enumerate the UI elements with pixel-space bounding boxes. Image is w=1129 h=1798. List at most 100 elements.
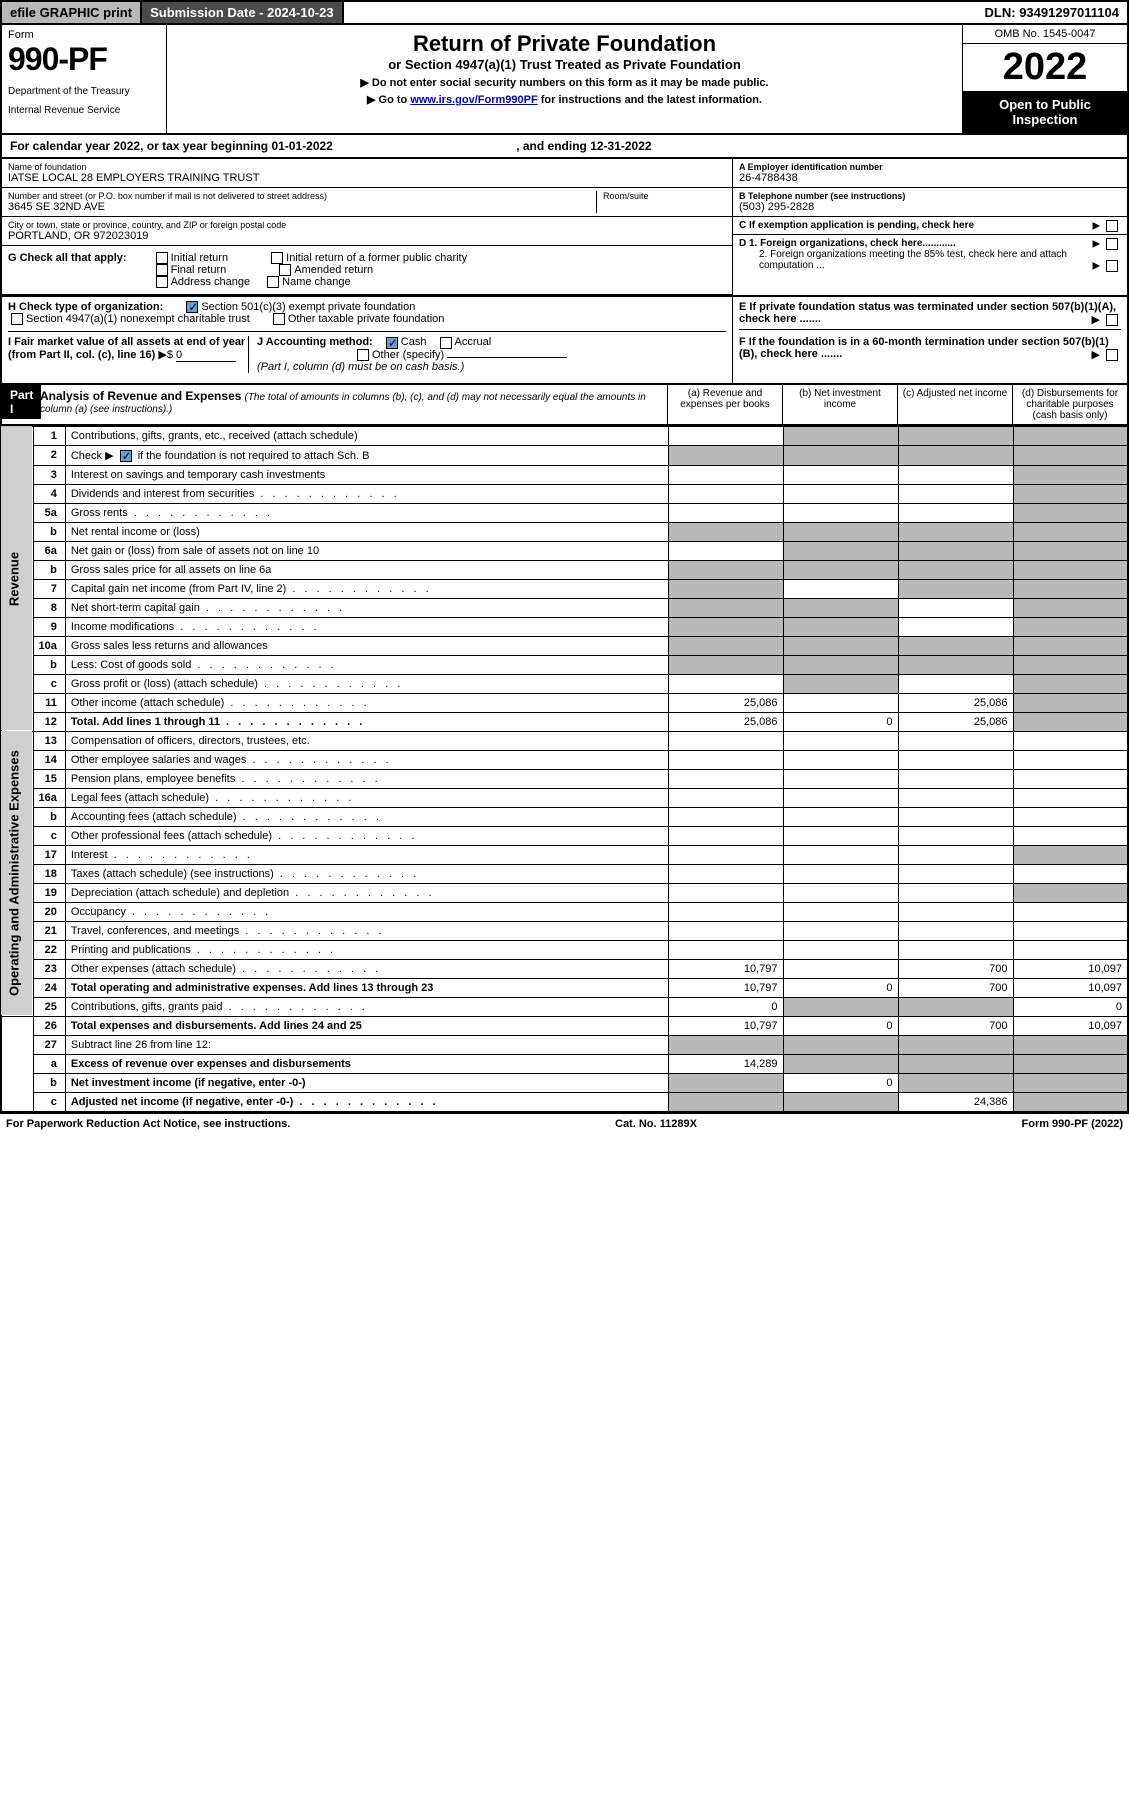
part1-table: Revenue 1Contributions, gifts, grants, e…: [0, 426, 1129, 1113]
table-row: 19Depreciation (attach schedule) and dep…: [1, 883, 1128, 902]
table-row: 15Pension plans, employee benefits: [1, 769, 1128, 788]
form-header: Form 990-PF Department of the Treasury I…: [0, 25, 1129, 135]
hij-section: H Check type of organization: Section 50…: [0, 297, 1129, 384]
top-bar: efile GRAPHIC print Submission Date - 20…: [0, 0, 1129, 25]
instr-goto: ▶ Go to www.irs.gov/Form990PF for instru…: [173, 93, 956, 106]
d1-checkbox[interactable]: [1106, 238, 1118, 250]
form-subtitle: or Section 4947(a)(1) Trust Treated as P…: [173, 57, 956, 72]
form-id-block: Form 990-PF Department of the Treasury I…: [2, 25, 167, 133]
table-row: 4Dividends and interest from securities: [1, 484, 1128, 503]
d-foreign-cell: D 1. Foreign organizations, check here..…: [733, 235, 1127, 274]
table-row: bNet rental income or (loss): [1, 522, 1128, 541]
col-c-header: (c) Adjusted net income: [897, 385, 1012, 424]
cat-number: Cat. No. 11289X: [615, 1118, 697, 1130]
f-checkbox[interactable]: [1106, 349, 1118, 361]
c-pending-checkbox[interactable]: [1106, 220, 1118, 232]
j-accrual-checkbox[interactable]: [440, 337, 452, 349]
h-other-checkbox[interactable]: [273, 313, 285, 325]
amended-return-checkbox[interactable]: [279, 264, 291, 276]
c-pending-cell: C If exemption application is pending, c…: [733, 217, 1127, 235]
table-row: 25Contributions, gifts, grants paid00: [1, 997, 1128, 1016]
table-row: 16aLegal fees (attach schedule): [1, 788, 1128, 807]
table-row: 9Income modifications: [1, 617, 1128, 636]
table-row: bLess: Cost of goods sold: [1, 655, 1128, 674]
table-row: 11Other income (attach schedule)25,08625…: [1, 693, 1128, 712]
room-suite-label: Room/suite: [603, 191, 726, 201]
table-row: cGross profit or (loss) (attach schedule…: [1, 674, 1128, 693]
initial-former-checkbox[interactable]: [271, 252, 283, 264]
year-block: OMB No. 1545-0047 2022 Open to Public In…: [962, 25, 1127, 133]
paperwork-notice: For Paperwork Reduction Act Notice, see …: [6, 1118, 290, 1130]
foundation-info: Name of foundation IATSE LOCAL 28 EMPLOY…: [0, 159, 1129, 297]
name-cell: Name of foundation IATSE LOCAL 28 EMPLOY…: [2, 159, 732, 188]
table-row: 26Total expenses and disbursements. Add …: [1, 1016, 1128, 1035]
form-number: 990-PF: [8, 41, 160, 78]
j-note: (Part I, column (d) must be on cash basi…: [257, 361, 464, 373]
instr-ssn: ▶ Do not enter social security numbers o…: [173, 76, 956, 89]
form-label: Form: [8, 29, 160, 41]
street-address: 3645 SE 32ND AVE: [8, 201, 596, 213]
city-state-zip: PORTLAND, OR 972023019: [8, 230, 726, 242]
final-return-checkbox[interactable]: [156, 264, 168, 276]
col-a-header: (a) Revenue and expenses per books: [667, 385, 782, 424]
table-row: cAdjusted net income (if negative, enter…: [1, 1092, 1128, 1112]
address-cell: Number and street (or P.O. box number if…: [2, 188, 732, 217]
open-to-public: Open to Public Inspection: [963, 91, 1127, 133]
name-change-checkbox[interactable]: [267, 276, 279, 288]
ein-value: 26-4788438: [739, 172, 1121, 184]
h-row: H Check type of organization: Section 50…: [8, 301, 726, 325]
table-row: 24Total operating and administrative exp…: [1, 978, 1128, 997]
city-cell: City or town, state or province, country…: [2, 217, 732, 246]
table-row: 5aGross rents: [1, 503, 1128, 522]
table-row: 22Printing and publications: [1, 940, 1128, 959]
phone-value: (503) 295-2828: [739, 201, 1121, 213]
h-501c3-checkbox[interactable]: [186, 301, 198, 313]
omb-number: OMB No. 1545-0047: [963, 25, 1127, 44]
table-row: bNet investment income (if negative, ent…: [1, 1073, 1128, 1092]
table-row: aExcess of revenue over expenses and dis…: [1, 1054, 1128, 1073]
ein-cell: A Employer identification number 26-4788…: [733, 159, 1127, 188]
j-cash-checkbox[interactable]: [386, 337, 398, 349]
table-row: 10aGross sales less returns and allowanc…: [1, 636, 1128, 655]
submission-date: Submission Date - 2024-10-23: [142, 2, 344, 23]
e-checkbox[interactable]: [1106, 314, 1118, 326]
table-row: 27Subtract line 26 from line 12:: [1, 1035, 1128, 1054]
tax-year: 2022: [963, 44, 1127, 91]
irs-label: Internal Revenue Service: [8, 105, 160, 116]
g-label: G Check all that apply:: [8, 252, 127, 288]
table-row: 3Interest on savings and temporary cash …: [1, 465, 1128, 484]
fmv-value: 0: [176, 349, 236, 362]
j-other-checkbox[interactable]: [357, 349, 369, 361]
table-row: 23Other expenses (attach schedule)10,797…: [1, 959, 1128, 978]
table-row: 21Travel, conferences, and meetings: [1, 921, 1128, 940]
dln: DLN: 93491297011104: [977, 2, 1127, 23]
table-row: 14Other employee salaries and wages: [1, 750, 1128, 769]
address-change-checkbox[interactable]: [156, 276, 168, 288]
schb-checkbox[interactable]: [120, 450, 132, 462]
initial-return-checkbox[interactable]: [156, 252, 168, 264]
table-row: bGross sales price for all assets on lin…: [1, 560, 1128, 579]
table-row: 7Capital gain net income (from Part IV, …: [1, 579, 1128, 598]
table-row: Operating and Administrative Expenses 13…: [1, 731, 1128, 750]
foundation-name: IATSE LOCAL 28 EMPLOYERS TRAINING TRUST: [8, 172, 726, 184]
page-footer: For Paperwork Reduction Act Notice, see …: [0, 1113, 1129, 1134]
table-row: 8Net short-term capital gain: [1, 598, 1128, 617]
table-row: 18Taxes (attach schedule) (see instructi…: [1, 864, 1128, 883]
g-check-row: G Check all that apply: Initial return I…: [2, 246, 732, 295]
form990pf-link[interactable]: www.irs.gov/Form990PF: [410, 94, 537, 106]
form-ref: Form 990-PF (2022): [1022, 1118, 1123, 1130]
part1-header-row: Part I Analysis of Revenue and Expenses …: [0, 385, 1129, 426]
expenses-vlabel: Operating and Administrative Expenses: [1, 731, 33, 1016]
f-row: F If the foundation is in a 60-month ter…: [739, 336, 1121, 360]
calendar-year-row: For calendar year 2022, or tax year begi…: [0, 135, 1129, 159]
table-row: 2Check ▶ if the foundation is not requir…: [1, 445, 1128, 465]
phone-cell: B Telephone number (see instructions) (5…: [733, 188, 1127, 217]
d2-checkbox[interactable]: [1106, 260, 1118, 272]
form-title-block: Return of Private Foundation or Section …: [167, 25, 962, 133]
h-4947-checkbox[interactable]: [11, 313, 23, 325]
form-title: Return of Private Foundation: [173, 31, 956, 57]
dept-treasury: Department of the Treasury: [8, 86, 160, 97]
col-d-header: (d) Disbursements for charitable purpose…: [1012, 385, 1127, 424]
table-row: 6aNet gain or (loss) from sale of assets…: [1, 541, 1128, 560]
e-row: E If private foundation status was termi…: [739, 301, 1121, 330]
